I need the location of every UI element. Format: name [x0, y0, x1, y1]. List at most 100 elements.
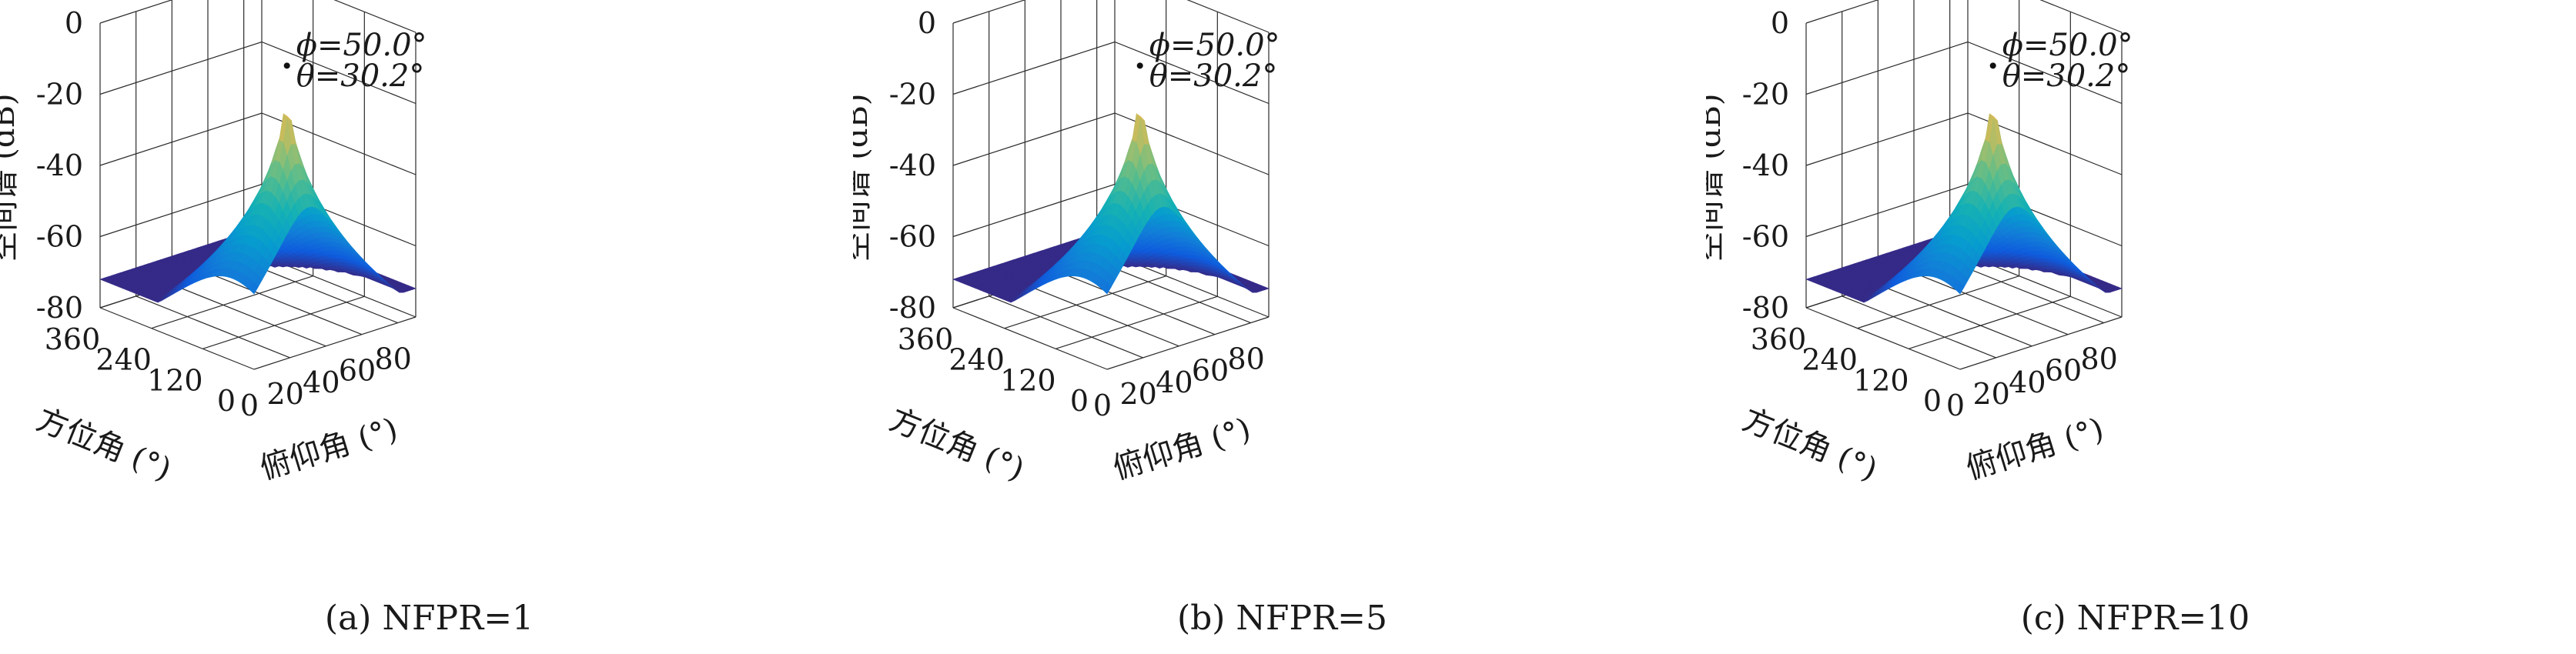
x-tick-label: 40 [1156, 365, 1193, 399]
x-tick-label: 0 [240, 389, 259, 422]
grid-line [1004, 275, 1166, 329]
grid-line [952, 112, 1270, 175]
z-tick-label: -60 [1742, 220, 1789, 254]
grid-line [1805, 307, 1961, 370]
z-axis-label: 空间谱 (dB) [0, 94, 22, 262]
x-tick-label: 60 [1192, 354, 1229, 388]
z-tick-label: -80 [1742, 291, 1789, 325]
grid-line [99, 0, 417, 33]
surface [1805, 113, 2123, 303]
z-tick-label: -40 [36, 148, 83, 182]
peak-marker [283, 62, 290, 69]
caption-b: (b) NFPR=5 [1176, 599, 1388, 638]
peak-annotation: θ=30.2° [2002, 58, 2131, 94]
y-tick-label: 120 [147, 363, 203, 397]
x-tick-label: 20 [1119, 377, 1156, 411]
grid-line [1805, 0, 2123, 33]
grid-line [1913, 272, 2069, 335]
grid-line [1055, 295, 1218, 349]
z-tick-label: -80 [889, 291, 936, 325]
x-axis-label: 俯仰角 (°) [1962, 412, 2108, 487]
surface-patch [249, 282, 259, 295]
surface [952, 113, 1270, 303]
x-tick-label: 80 [374, 342, 411, 376]
x-tick-label: 0 [1946, 389, 1965, 422]
grid-line [99, 41, 417, 105]
grid-line [135, 295, 290, 359]
grid-line [99, 307, 255, 370]
grid-line [952, 0, 1270, 33]
x-tick-label: 60 [2045, 354, 2082, 388]
grid-line [1805, 112, 2123, 175]
z-tick-label: -80 [36, 291, 83, 325]
x-tick-label: 20 [266, 377, 303, 411]
y-tick-label: 240 [95, 343, 152, 377]
x-tick-label: 40 [2009, 365, 2046, 399]
y-tick-label: 0 [1070, 384, 1089, 418]
z-tick-label: 0 [1771, 6, 1789, 40]
z-tick-label: 0 [65, 6, 83, 40]
y-tick-label: 0 [1923, 384, 1942, 418]
grid-line [1909, 295, 2071, 349]
x-tick-label: 80 [2080, 342, 2117, 376]
x-tick-label: 20 [1972, 377, 2009, 411]
grid-line [151, 275, 313, 329]
x-axis-label: 俯仰角 (°) [1109, 412, 1255, 487]
peak-marker [1136, 62, 1143, 69]
grid-line [1106, 316, 1270, 370]
y-axis-label: 方位角 (°) [885, 402, 1029, 488]
y-axis-label: 方位角 (°) [32, 402, 176, 488]
grid-line [1949, 260, 2104, 324]
z-tick-label: -40 [1742, 148, 1789, 182]
x-tick-label: 40 [303, 365, 340, 399]
y-tick-label: 0 [217, 384, 236, 418]
grid-line [1060, 272, 1216, 335]
z-axis-label: 空间谱 (dB) [853, 94, 875, 262]
y-tick-label: 360 [45, 322, 101, 356]
z-tick-label: 0 [918, 6, 936, 40]
z-axis-label: 空间谱 (dB) [1706, 94, 1728, 262]
surface [99, 113, 417, 303]
grid-line [1959, 316, 2123, 370]
peak-annotation: θ=30.2° [1149, 58, 1278, 94]
x-tick-label: 0 [1093, 389, 1112, 422]
grid-line [1025, 284, 1179, 347]
grid-line [952, 41, 1270, 105]
grid-line [1842, 295, 1996, 359]
y-tick-label: 360 [1751, 322, 1807, 356]
y-tick-label: 120 [1853, 363, 1909, 397]
y-tick-label: 240 [1802, 343, 1858, 377]
grid-line [99, 183, 417, 247]
grid-line [1096, 260, 1251, 324]
grid-line [952, 183, 1270, 247]
grid-line [1857, 275, 2019, 329]
x-tick-label: 60 [339, 354, 376, 388]
grid-line [1805, 183, 2123, 247]
grid-line [172, 284, 326, 347]
grid-line [989, 295, 1143, 359]
grid-line [207, 272, 363, 335]
peak-annotation: ϕ=50.0° [1149, 28, 1280, 63]
caption-c: (c) NFPR=10 [2020, 599, 2250, 638]
y-tick-label: 240 [948, 343, 1005, 377]
z-tick-label: -20 [36, 78, 83, 112]
grid-line [243, 260, 398, 324]
z-tick-label: -60 [36, 220, 83, 254]
peak-annotation: ϕ=50.0° [296, 28, 427, 63]
grid-line [253, 316, 417, 370]
y-tick-label: 360 [898, 322, 954, 356]
grid-line [1878, 284, 2032, 347]
x-tick-label: 80 [1227, 342, 1264, 376]
z-tick-label: -40 [889, 148, 936, 182]
caption-a: (a) NFPR=1 [324, 599, 534, 638]
z-tick-label: -20 [889, 78, 936, 112]
peak-annotation: ϕ=50.0° [2002, 28, 2133, 63]
x-axis-label: 俯仰角 (°) [256, 412, 402, 487]
